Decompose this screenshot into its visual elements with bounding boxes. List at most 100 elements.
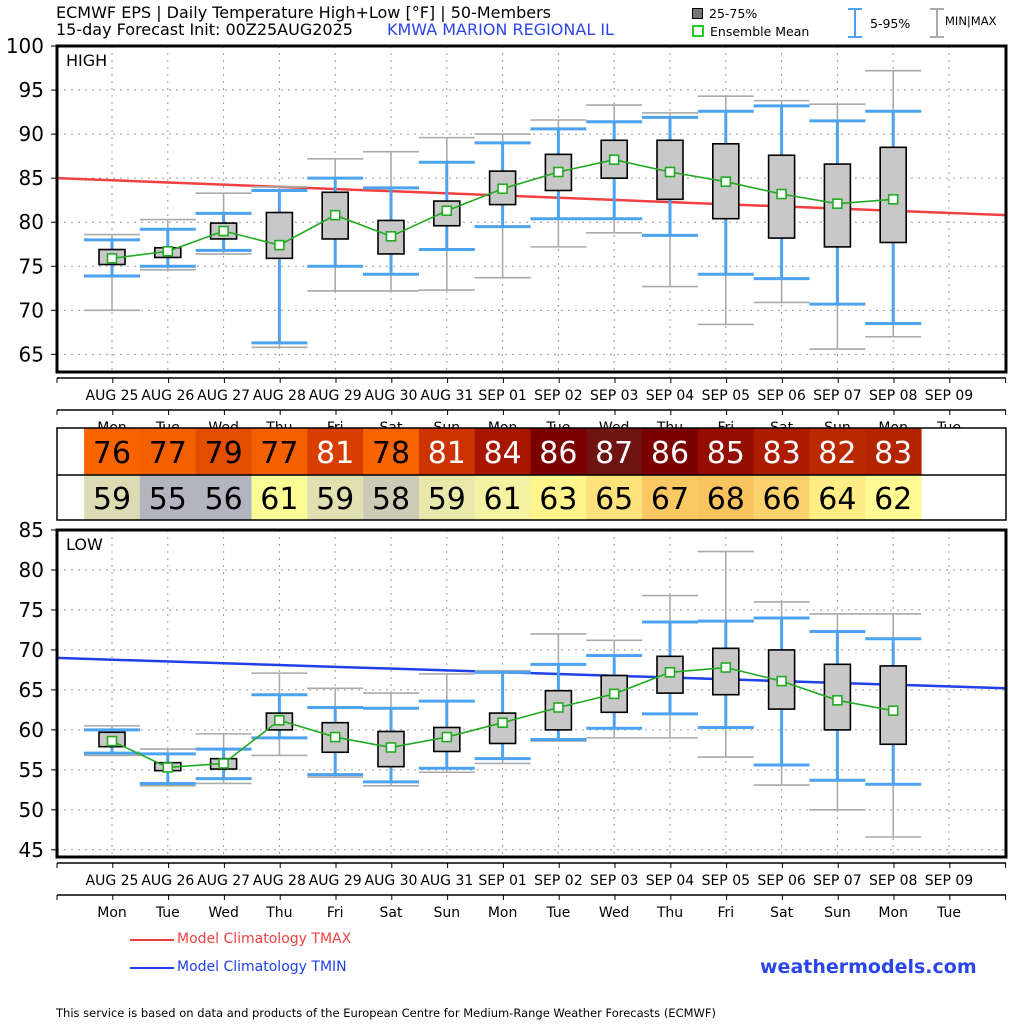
ensemble-mean-marker [385,742,397,753]
x-weekday-label: Sat [770,905,793,921]
x-weekday-label: Tue [155,905,180,921]
y-tick-label: 70 [19,298,44,322]
low-cell-value: 61 [260,482,298,517]
ensemble-mean-marker [497,717,508,728]
title-line-1: ECMWF EPS | Daily Temperature High+Low [… [56,3,551,22]
x-date-label: AUG 28 [253,388,306,404]
mean-swatch-icon [692,25,704,37]
ensemble-mean-marker [887,705,899,716]
x-date-label: SEP 01 [478,388,526,404]
legend-box-item: 25-75% [692,6,757,21]
high-cell-value: 82 [818,436,856,471]
low-cell [697,475,755,520]
x-weekday-label: Thu [656,905,683,921]
y-tick-label: 90 [19,122,44,146]
high-cell [251,428,308,475]
high-cell [586,428,643,475]
x-date-label: SEP 03 [590,388,638,404]
high-cell [809,428,866,475]
x-date-label: SEP 02 [534,873,582,889]
x-date-label: AUG 26 [141,873,194,889]
high-cell-value: 79 [205,436,243,471]
ensemble-mean-marker [441,205,453,217]
low-cell [195,475,252,520]
y-tick-label: 45 [19,838,44,862]
title-line-2: 15-day Forecast Init: 00Z25AUG2025 [56,20,353,39]
ensemble-mean-marker [385,231,397,242]
low-cell [474,475,531,520]
x-date-label: AUG 29 [309,873,362,889]
low-cell [753,475,810,520]
high-cell [418,428,476,475]
ensemble-mean-marker [720,662,732,673]
minmax-whisker-icon [930,8,944,38]
high-cell [195,428,252,475]
x-date-label: AUG 28 [253,873,306,889]
legend-p5-95-label: 5-95% [870,16,911,31]
x-weekday-label: Thu [265,905,292,921]
high-cell [753,428,810,475]
high-cell [363,428,420,475]
x-date-label: AUG 29 [309,388,362,404]
high-cell-value: 81 [428,436,466,471]
iqr-box [823,163,852,248]
low-cell [363,475,420,520]
high-cell [474,428,531,475]
ensemble-mean-marker [608,154,620,165]
ensemble-mean-marker [776,675,787,687]
x-date-label: SEP 08 [869,873,917,889]
x-date-label: SEP 07 [813,388,861,404]
ensemble-mean-marker [497,183,508,195]
ensemble-mean-marker [441,731,453,743]
clim-tmin-label: Model Climatology TMIN [177,959,347,975]
low-cell-value: 64 [818,482,856,517]
x-date-label: AUG 31 [420,388,473,404]
brand-link[interactable]: weathermodels.com [760,956,977,978]
ensemble-mean-marker [329,209,341,221]
legend-mean-item: Ensemble Mean [692,24,809,39]
summary-table: 76 77 79 77 81 78 81 84 86 87 86 85 83 82 83 59 55 56 61 59… [56,427,1007,521]
x-date-label: SEP 04 [646,873,695,889]
x-weekday-label: Mon [488,905,518,921]
y-tick-label: 85 [19,518,44,542]
iqr-box [879,665,908,746]
low-cell-value: 61 [484,482,522,517]
low-cell [809,475,866,520]
high-cell-value: 86 [651,436,689,471]
ensemble-mean-marker [218,758,229,769]
plot-area [57,530,1006,857]
clim-tmax-line-icon [130,939,174,941]
disclaimer: This service is based on data and produc… [56,1006,716,1020]
high-cell-value: 77 [149,436,187,471]
y-tick-label: 70 [19,638,44,662]
high-cell [307,428,364,475]
chart-canvas: 65 70 75 80 85 90 95 100 HIGH AUG 25 Mon AUG 26 Tue A… [6,34,1008,921]
low-cell [84,475,141,520]
x-date-label: AUG 27 [197,388,250,404]
legend-box-label: 25-75% [709,6,758,21]
x-weekday-label: Wed [599,905,630,921]
legend-mean-label: Ensemble Mean [710,24,810,39]
ensemble-mean-marker [162,762,174,773]
low-cell [307,475,364,520]
x-date-label: SEP 04 [646,388,695,404]
y-tick-label: 85 [19,166,44,190]
x-date-label: SEP 05 [702,873,750,889]
y-tick-label: 75 [19,254,44,278]
low-cell [530,475,587,520]
x-weekday-label: Fri [717,905,734,921]
x-date-label: AUG 27 [197,873,250,889]
y-tick-label: 55 [19,758,44,782]
x-date-label: AUG 30 [365,873,418,889]
station-name: KMWA MARION REGIONAL IL [386,20,614,39]
plot-frame [55,528,1008,859]
x-weekday-label: Sun [433,905,460,921]
iqr-box [656,655,684,694]
ensemble-mean-marker [832,198,843,210]
high-cell-value: 87 [595,436,633,471]
low-cell-value: 59 [428,482,466,517]
x-date-label: AUG 26 [141,388,194,404]
x-date-label: AUG 25 [86,388,139,404]
x-date-label: SEP 02 [534,388,582,404]
